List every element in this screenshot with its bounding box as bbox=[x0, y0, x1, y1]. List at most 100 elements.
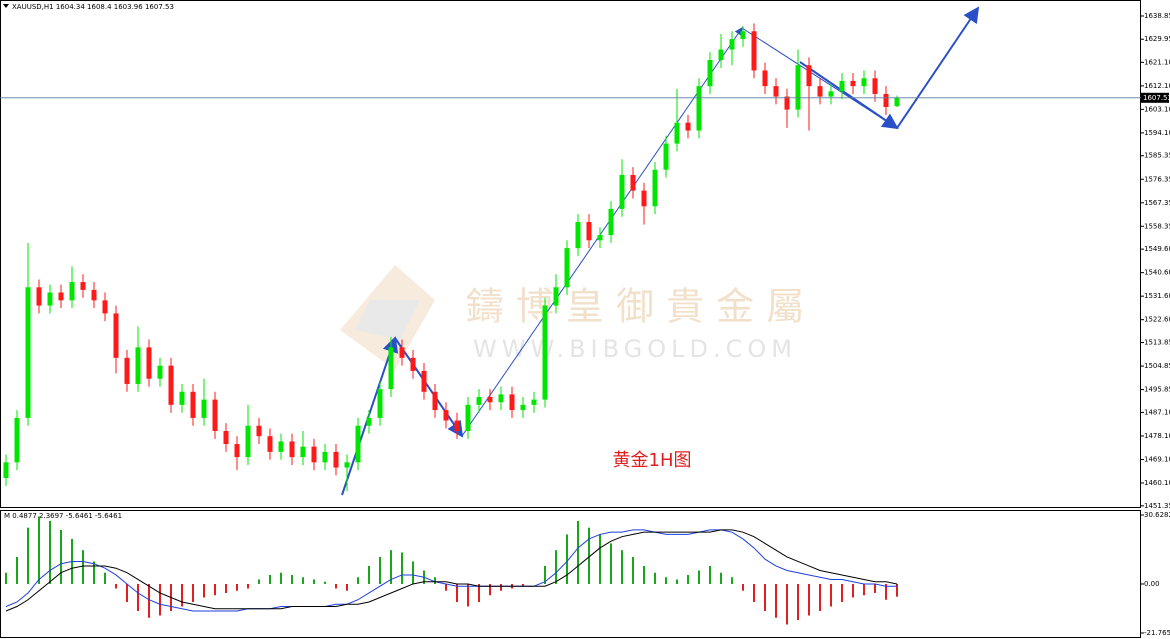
y-tick-label: 1567.35 bbox=[1144, 199, 1170, 207]
trend-arrow bbox=[896, 6, 980, 129]
y-tick-label: 1629.95 bbox=[1144, 35, 1170, 43]
candle-body bbox=[223, 430, 229, 445]
y-tick-label: 1540.60 bbox=[1144, 269, 1170, 277]
candle-body bbox=[531, 399, 537, 405]
candle-body bbox=[3, 462, 9, 479]
trend-arrow bbox=[461, 27, 743, 437]
candle-body bbox=[586, 221, 592, 241]
candle-body bbox=[553, 287, 559, 306]
watermark-text: 鑄 博 皇 御 貴 金 屬 bbox=[466, 285, 804, 329]
candle-body bbox=[234, 444, 240, 458]
candle-body bbox=[465, 404, 471, 431]
candle-body bbox=[69, 282, 75, 301]
y-tick-label: 1558.35 bbox=[1144, 222, 1170, 230]
candle-body bbox=[773, 86, 779, 97]
candle-body bbox=[663, 143, 669, 170]
candle-body bbox=[421, 370, 427, 392]
candle-body bbox=[751, 31, 757, 71]
macd-param: -5.6461 bbox=[66, 512, 93, 520]
macd-param: 2.3697 bbox=[39, 512, 64, 520]
candle-body bbox=[201, 399, 207, 418]
candle-body bbox=[575, 221, 581, 249]
candle-body bbox=[333, 451, 339, 468]
candle-body bbox=[113, 313, 119, 358]
candle-body bbox=[498, 394, 504, 403]
candle-body bbox=[685, 122, 691, 131]
candle-body bbox=[718, 49, 724, 60]
macd-header: M 0.4877 2.3697 -5.6461 -5.6461 bbox=[4, 512, 122, 520]
candle-body bbox=[476, 397, 482, 405]
candle-body bbox=[894, 97, 900, 107]
watermark: 鑄 博 皇 御 貴 金 屬 WWW.BIBGOLD.COM bbox=[340, 265, 804, 370]
watermark-logo bbox=[355, 300, 420, 340]
candle-body bbox=[762, 70, 768, 87]
macd-line bbox=[5, 529, 898, 612]
y-tick-label: 1603.10 bbox=[1144, 105, 1170, 113]
macd-panel bbox=[0, 510, 1141, 638]
candle-body bbox=[47, 292, 53, 306]
candle-body bbox=[300, 446, 306, 458]
candle-body bbox=[146, 347, 152, 379]
candle-body bbox=[520, 404, 526, 411]
candle-body bbox=[267, 436, 273, 452]
price-label-box bbox=[1141, 92, 1169, 103]
candle-body bbox=[806, 65, 812, 87]
price-panel bbox=[0, 0, 1141, 508]
y-tick-label: 1451.35 bbox=[1144, 502, 1170, 510]
header-low: 1603.96 bbox=[114, 3, 143, 11]
macd-param: 0.4877 bbox=[12, 512, 37, 520]
candle-body bbox=[608, 208, 614, 236]
candle-body bbox=[828, 91, 834, 97]
trend-arrow bbox=[799, 61, 899, 130]
candle-body bbox=[487, 397, 493, 403]
candle-body bbox=[322, 451, 328, 463]
candle-body bbox=[58, 292, 64, 301]
watermark-url: WWW.BIBGOLD.COM bbox=[473, 335, 797, 363]
y-tick-label: 1478.10 bbox=[1144, 432, 1170, 440]
candle-body bbox=[14, 417, 20, 463]
y-tick-label: 1460.10 bbox=[1144, 479, 1170, 487]
candle-body bbox=[377, 389, 383, 418]
y-tick-label: 1621.10 bbox=[1144, 58, 1170, 66]
candle-body bbox=[399, 347, 405, 358]
candle-body bbox=[366, 417, 372, 426]
candle-body bbox=[102, 300, 108, 314]
candle-body bbox=[36, 287, 42, 306]
candle-body bbox=[157, 365, 163, 379]
candle-body bbox=[861, 78, 867, 87]
y-tick-label: 1612.10 bbox=[1144, 82, 1170, 90]
candle-body bbox=[168, 365, 174, 405]
candle-body bbox=[619, 174, 625, 209]
y-tick-label: -21.7655 bbox=[1144, 629, 1170, 637]
candle-body bbox=[630, 174, 636, 191]
y-tick-label: 0.00 bbox=[1144, 580, 1160, 588]
candle-body bbox=[696, 86, 702, 131]
candle-body bbox=[652, 169, 658, 207]
candle-body bbox=[388, 347, 394, 390]
candle-body bbox=[179, 391, 185, 405]
header-open: 1604.34 bbox=[56, 3, 85, 11]
candle-body bbox=[91, 289, 97, 301]
y-tick-label: 1504.85 bbox=[1144, 362, 1170, 370]
candle-body bbox=[190, 391, 196, 418]
candle-body bbox=[597, 235, 603, 241]
candle-body bbox=[289, 441, 295, 458]
candle-body bbox=[784, 96, 790, 110]
candle-body bbox=[817, 86, 823, 97]
header-close: 1607.53 bbox=[145, 3, 174, 11]
candle-body bbox=[674, 122, 680, 144]
y-tick-label: 1495.85 bbox=[1144, 386, 1170, 394]
candle-body bbox=[883, 93, 889, 108]
y-tick-label: 1487.10 bbox=[1144, 408, 1170, 416]
macd-param: -5.6461 bbox=[95, 512, 122, 520]
candle-body bbox=[707, 59, 713, 87]
price-label: 1607.53 bbox=[1143, 94, 1170, 102]
candle-body bbox=[278, 441, 284, 452]
candle-body bbox=[872, 78, 878, 94]
candle-body bbox=[564, 248, 570, 288]
candle-body bbox=[839, 80, 845, 92]
candle-body bbox=[124, 357, 130, 384]
y-tick-label: 1594.10 bbox=[1144, 129, 1170, 137]
candle-body bbox=[509, 394, 515, 411]
y-tick-label: 1638.85 bbox=[1144, 12, 1170, 20]
